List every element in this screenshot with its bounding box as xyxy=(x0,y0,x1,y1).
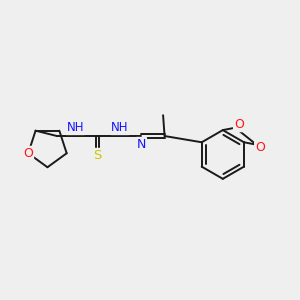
Text: O: O xyxy=(23,147,33,160)
Text: NH: NH xyxy=(67,121,84,134)
Text: N: N xyxy=(137,138,146,151)
Text: NH: NH xyxy=(111,121,129,134)
Text: O: O xyxy=(234,118,244,131)
Text: S: S xyxy=(94,149,102,162)
Text: O: O xyxy=(255,141,265,154)
